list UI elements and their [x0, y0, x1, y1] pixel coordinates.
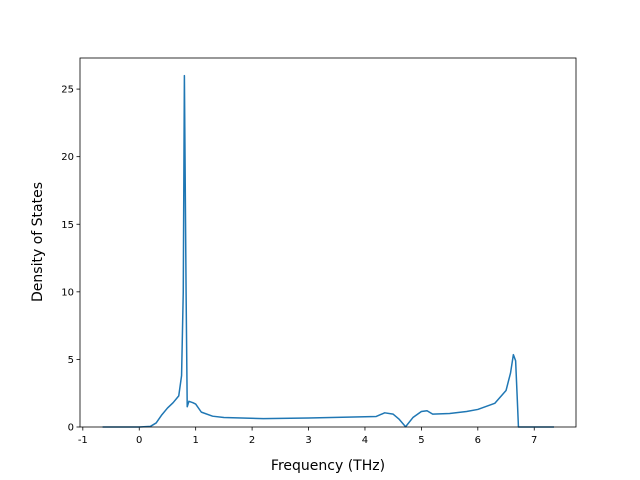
data-line — [102, 74, 554, 428]
y-tick-label: 10 — [61, 287, 74, 298]
y-tick-label: 20 — [61, 152, 74, 163]
y-tick-label: 15 — [61, 220, 74, 231]
x-tick-label: 4 — [362, 435, 368, 446]
x-tick-label: 0 — [136, 435, 142, 446]
x-tick-label: 3 — [305, 435, 311, 446]
x-tick-label: 6 — [475, 435, 481, 446]
x-tick-label: 7 — [531, 435, 537, 446]
x-tick-label: 1 — [192, 435, 198, 446]
y-tick-label: 25 — [61, 85, 74, 96]
x-axis-label: Frequency (THz) — [271, 458, 385, 474]
plot-frame — [79, 57, 577, 428]
y-axis-label: Density of States — [30, 182, 46, 302]
x-tick-label: 2 — [249, 435, 255, 446]
x-tick-label: 5 — [418, 435, 424, 446]
x-tick-label: -1 — [78, 435, 88, 446]
y-tick-label: 0 — [68, 423, 74, 434]
y-tick-label: 5 — [68, 355, 74, 366]
